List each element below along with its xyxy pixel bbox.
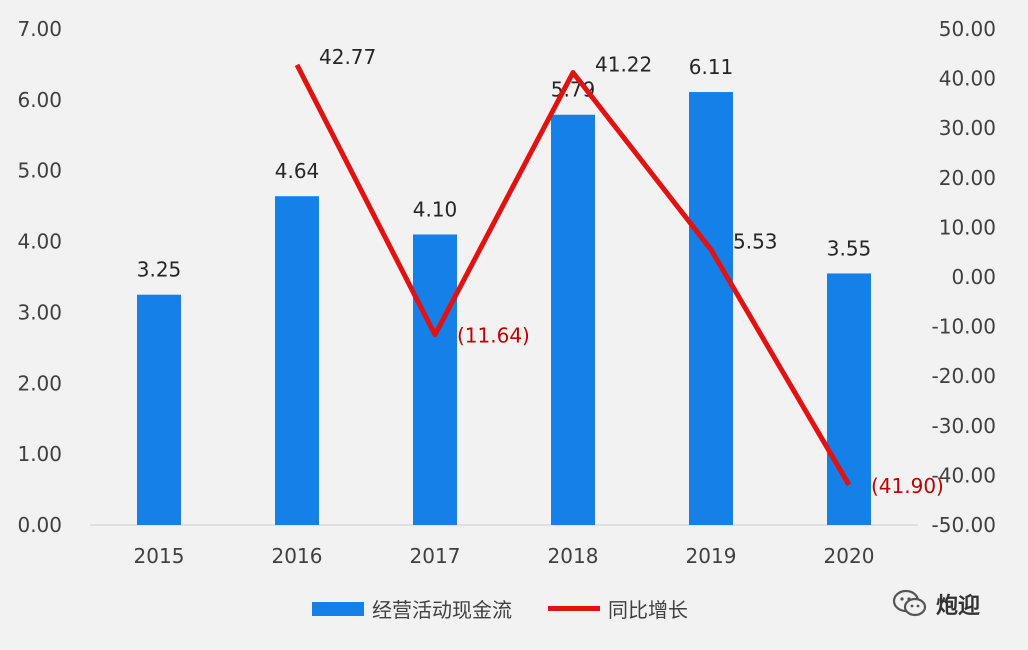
legend-label-growth: 同比增长 xyxy=(608,598,688,622)
wechat-icon xyxy=(892,589,928,619)
right-tick-label: -40.00 xyxy=(932,463,996,487)
left-tick-label: 4.00 xyxy=(17,230,62,254)
bar xyxy=(413,234,457,525)
right-tick-label: -50.00 xyxy=(932,513,996,537)
x-tick-label: 2015 xyxy=(134,544,185,568)
legend-item-growth: 同比增长 xyxy=(548,594,688,623)
bar xyxy=(275,196,319,526)
watermark-text: 炮迎 xyxy=(936,594,981,619)
bar-data-label: 3.55 xyxy=(827,236,872,260)
right-tick-label: 40.00 xyxy=(939,67,996,91)
x-tick-label: 2016 xyxy=(272,544,323,568)
right-tick-label: 10.00 xyxy=(939,215,996,239)
line-data-label: (11.64) xyxy=(457,324,530,348)
line-data-labels: 42.77 (11.64) 41.22 5.53 (41.90) xyxy=(319,45,944,498)
growth-line xyxy=(294,63,852,487)
x-tick-label: 2018 xyxy=(548,544,599,568)
right-tick-label: -30.00 xyxy=(932,414,996,438)
line-data-label: 41.22 xyxy=(595,53,652,77)
left-axis-ticks: 0.00 1.00 2.00 3.00 4.00 5.00 6.00 7.00 xyxy=(17,17,62,537)
left-tick-label: 0.00 xyxy=(17,513,62,537)
bar-data-label: 6.11 xyxy=(689,55,734,79)
legend-swatch-line xyxy=(548,606,600,611)
left-tick-label: 3.00 xyxy=(17,300,62,324)
legend-item-cashflow: 经营活动现金流 xyxy=(312,594,512,623)
bar xyxy=(689,92,733,525)
bar xyxy=(137,294,181,525)
left-tick-label: 2.00 xyxy=(17,371,62,395)
line-data-label: 42.77 xyxy=(319,45,376,69)
x-tick-label: 2019 xyxy=(686,544,737,568)
left-tick-label: 1.00 xyxy=(17,442,62,466)
right-tick-label: 30.00 xyxy=(939,116,996,140)
legend-label-cashflow: 经营活动现金流 xyxy=(372,598,512,622)
right-tick-label: 50.00 xyxy=(939,17,996,41)
legend-swatch-bar xyxy=(312,601,364,616)
bar xyxy=(827,273,871,525)
line-data-label: (41.90) xyxy=(871,474,944,498)
watermark: 炮迎 xyxy=(892,588,980,620)
right-tick-label: 20.00 xyxy=(939,166,996,190)
bar-data-label: 3.25 xyxy=(137,258,182,282)
right-tick-label: -10.00 xyxy=(932,315,996,339)
left-tick-label: 6.00 xyxy=(17,88,62,112)
left-tick-label: 5.00 xyxy=(17,159,62,183)
line-data-label: 5.53 xyxy=(733,230,778,254)
category-ticks: 2015 2016 2017 2018 2019 2020 xyxy=(134,544,875,568)
left-tick-label: 7.00 xyxy=(17,17,62,41)
right-tick-label: -20.00 xyxy=(932,364,996,388)
legend: 经营活动现金流 同比增长 xyxy=(312,594,714,623)
bar-data-label: 4.64 xyxy=(275,159,320,183)
bar xyxy=(551,114,595,525)
bar-series xyxy=(137,92,871,526)
right-axis-ticks: -50.00 -40.00 -30.00 -20.00 -10.00 0.00 10.00 2… xyxy=(932,17,996,537)
right-tick-label: 0.00 xyxy=(951,265,996,289)
bar-data-label: 4.10 xyxy=(413,197,458,221)
x-tick-label: 2020 xyxy=(824,544,875,568)
x-tick-label: 2017 xyxy=(410,544,461,568)
